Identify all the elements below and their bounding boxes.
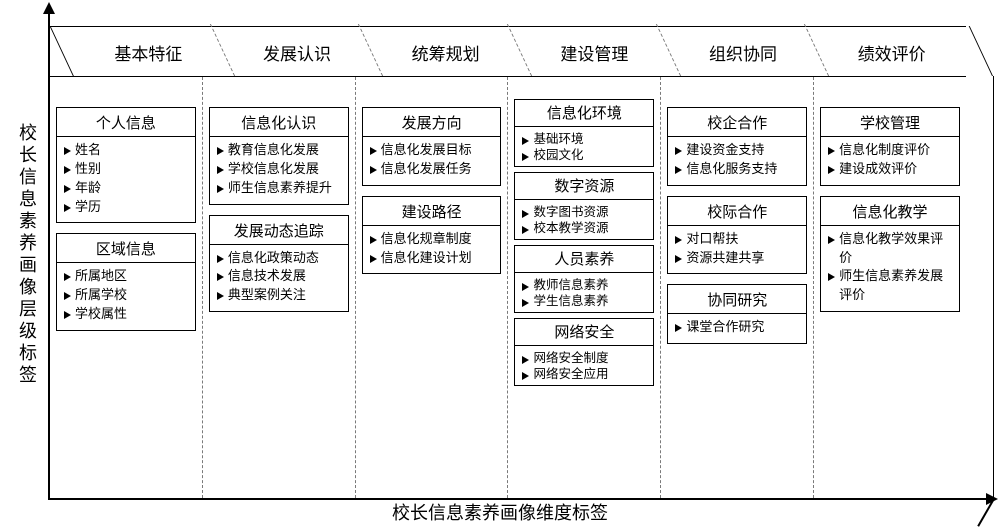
category-title: 数字资源 bbox=[521, 175, 647, 196]
item-list: 姓名性别年龄学历 bbox=[63, 141, 189, 216]
category-box: 信息化环境基础环境校园文化 bbox=[514, 99, 654, 167]
category-title: 学校管理 bbox=[827, 112, 953, 133]
list-item: 信息化制度评价 bbox=[827, 141, 953, 160]
category-box: 人员素养教师信息素养学生信息素养 bbox=[514, 245, 654, 313]
list-item: 典型案例关注 bbox=[216, 286, 342, 305]
dimension-column: 信息化认识教育信息化发展学校信息化发展师生信息素养提升发展动态追踪信息化政策动态… bbox=[203, 77, 356, 498]
list-item: 校本教学资源 bbox=[521, 220, 647, 236]
list-item: 教育信息化发展 bbox=[216, 141, 342, 160]
category-box: 协同研究课堂合作研究 bbox=[667, 284, 807, 344]
list-item: 信息化服务支持 bbox=[674, 160, 800, 179]
item-list: 对口帮扶资源共建共享 bbox=[674, 230, 800, 268]
category-title: 网络安全 bbox=[521, 321, 647, 342]
list-item: 姓名 bbox=[63, 141, 189, 160]
category-title: 校企合作 bbox=[674, 112, 800, 133]
prism-front-face: 个人信息姓名性别年龄学历区域信息所属地区所属学校学校属性信息化认识教育信息化发展… bbox=[50, 76, 966, 498]
item-list: 基础环境校园文化 bbox=[521, 131, 647, 163]
category-title: 个人信息 bbox=[63, 112, 189, 133]
list-item: 学校属性 bbox=[63, 305, 189, 324]
category-box: 学校管理信息化制度评价建设成效评价 bbox=[820, 107, 960, 186]
list-item: 信息化政策动态 bbox=[216, 249, 342, 268]
list-item: 所属地区 bbox=[63, 267, 189, 286]
item-list: 信息化发展目标信息化发展任务 bbox=[369, 141, 495, 179]
list-item: 校园文化 bbox=[521, 147, 647, 163]
prism-side-face bbox=[966, 76, 994, 498]
category-title: 校际合作 bbox=[674, 201, 800, 222]
dimension-column: 发展方向信息化发展目标信息化发展任务建设路径信息化规章制度信息化建设计划 bbox=[356, 77, 509, 498]
list-item: 师生信息素养提升 bbox=[216, 179, 342, 198]
x-axis-label: 校长信息素养画像维度标签 bbox=[0, 499, 1000, 525]
dimension-header-row: 基本特征发展认识统筹规划建设管理组织协同绩效评价 bbox=[74, 40, 966, 68]
list-item: 学生信息素养 bbox=[521, 293, 647, 309]
list-item: 网络安全应用 bbox=[521, 366, 647, 382]
item-list: 教育信息化发展学校信息化发展师生信息素养提升 bbox=[216, 141, 342, 198]
list-item: 信息化发展目标 bbox=[369, 141, 495, 160]
list-item: 信息化发展任务 bbox=[369, 160, 495, 179]
category-title: 区域信息 bbox=[63, 238, 189, 259]
list-item: 对口帮扶 bbox=[674, 230, 800, 249]
list-item: 基础环境 bbox=[521, 131, 647, 147]
list-item: 建设成效评价 bbox=[827, 160, 953, 179]
dimension-header: 统筹规划 bbox=[371, 40, 520, 68]
dimension-header: 绩效评价 bbox=[817, 40, 966, 68]
category-box: 校企合作建设资金支持信息化服务支持 bbox=[667, 107, 807, 186]
list-item: 课堂合作研究 bbox=[674, 318, 800, 337]
category-box: 个人信息姓名性别年龄学历 bbox=[56, 107, 196, 223]
item-list: 网络安全制度网络安全应用 bbox=[521, 350, 647, 382]
dimension-column: 个人信息姓名性别年龄学历区域信息所属地区所属学校学校属性 bbox=[50, 77, 203, 498]
category-title: 人员素养 bbox=[521, 248, 647, 269]
list-item: 建设资金支持 bbox=[674, 141, 800, 160]
list-item: 信息化建设计划 bbox=[369, 249, 495, 268]
category-title: 发展方向 bbox=[369, 112, 495, 133]
list-item: 所属学校 bbox=[63, 286, 189, 305]
dimension-column: 信息化环境基础环境校园文化数字资源数字图书资源校本教学资源人员素养教师信息素养学… bbox=[508, 77, 661, 498]
list-item: 教师信息素养 bbox=[521, 277, 647, 293]
category-box: 网络安全网络安全制度网络安全应用 bbox=[514, 318, 654, 386]
category-title: 发展动态追踪 bbox=[216, 220, 342, 241]
category-box: 校际合作对口帮扶资源共建共享 bbox=[667, 196, 807, 275]
item-list: 课堂合作研究 bbox=[674, 318, 800, 337]
list-item: 师生信息素养发展评价 bbox=[827, 267, 953, 305]
list-item: 资源共建共享 bbox=[674, 249, 800, 268]
dimension-header: 建设管理 bbox=[520, 40, 669, 68]
item-list: 教师信息素养学生信息素养 bbox=[521, 277, 647, 309]
list-item: 学校信息化发展 bbox=[216, 160, 342, 179]
category-title: 建设路径 bbox=[369, 201, 495, 222]
dimension-header: 发展认识 bbox=[223, 40, 372, 68]
category-box: 数字资源数字图书资源校本教学资源 bbox=[514, 172, 654, 240]
item-list: 信息化政策动态信息技术发展典型案例关注 bbox=[216, 249, 342, 306]
x-axis bbox=[48, 498, 994, 500]
category-box: 区域信息所属地区所属学校学校属性 bbox=[56, 233, 196, 331]
category-title: 信息化环境 bbox=[521, 102, 647, 123]
category-box: 发展方向信息化发展目标信息化发展任务 bbox=[362, 107, 502, 186]
diagram-stage: 基本特征发展认识统筹规划建设管理组织协同绩效评价 个人信息姓名性别年龄学历区域信… bbox=[48, 6, 994, 500]
item-list: 所属地区所属学校学校属性 bbox=[63, 267, 189, 324]
dimension-column: 学校管理信息化制度评价建设成效评价信息化教学信息化教学效果评价师生信息素养发展评… bbox=[814, 77, 966, 498]
y-axis-label: 校长信息素养画像层级标签 bbox=[18, 122, 38, 386]
category-title: 信息化教学 bbox=[827, 201, 953, 222]
category-box: 发展动态追踪信息化政策动态信息技术发展典型案例关注 bbox=[209, 215, 349, 313]
category-title: 协同研究 bbox=[674, 289, 800, 310]
list-item: 性别 bbox=[63, 160, 189, 179]
category-box: 信息化认识教育信息化发展学校信息化发展师生信息素养提升 bbox=[209, 107, 349, 205]
item-list: 建设资金支持信息化服务支持 bbox=[674, 141, 800, 179]
category-box: 信息化教学信息化教学效果评价师生信息素养发展评价 bbox=[820, 196, 960, 312]
list-item: 网络安全制度 bbox=[521, 350, 647, 366]
list-item: 信息化规章制度 bbox=[369, 230, 495, 249]
list-item: 数字图书资源 bbox=[521, 204, 647, 220]
item-list: 信息化规章制度信息化建设计划 bbox=[369, 230, 495, 268]
category-title: 信息化认识 bbox=[216, 112, 342, 133]
y-axis-arrow-icon bbox=[43, 2, 55, 14]
category-box: 建设路径信息化规章制度信息化建设计划 bbox=[362, 196, 502, 275]
list-item: 年龄 bbox=[63, 179, 189, 198]
item-list: 信息化制度评价建设成效评价 bbox=[827, 141, 953, 179]
item-list: 信息化教学效果评价师生信息素养发展评价 bbox=[827, 230, 953, 305]
dimension-header: 组织协同 bbox=[669, 40, 818, 68]
list-item: 信息技术发展 bbox=[216, 267, 342, 286]
dimension-column: 校企合作建设资金支持信息化服务支持校际合作对口帮扶资源共建共享协同研究课堂合作研… bbox=[661, 77, 814, 498]
list-item: 信息化教学效果评价 bbox=[827, 230, 953, 268]
list-item: 学历 bbox=[63, 198, 189, 217]
item-list: 数字图书资源校本教学资源 bbox=[521, 204, 647, 236]
dimension-header: 基本特征 bbox=[74, 40, 223, 68]
